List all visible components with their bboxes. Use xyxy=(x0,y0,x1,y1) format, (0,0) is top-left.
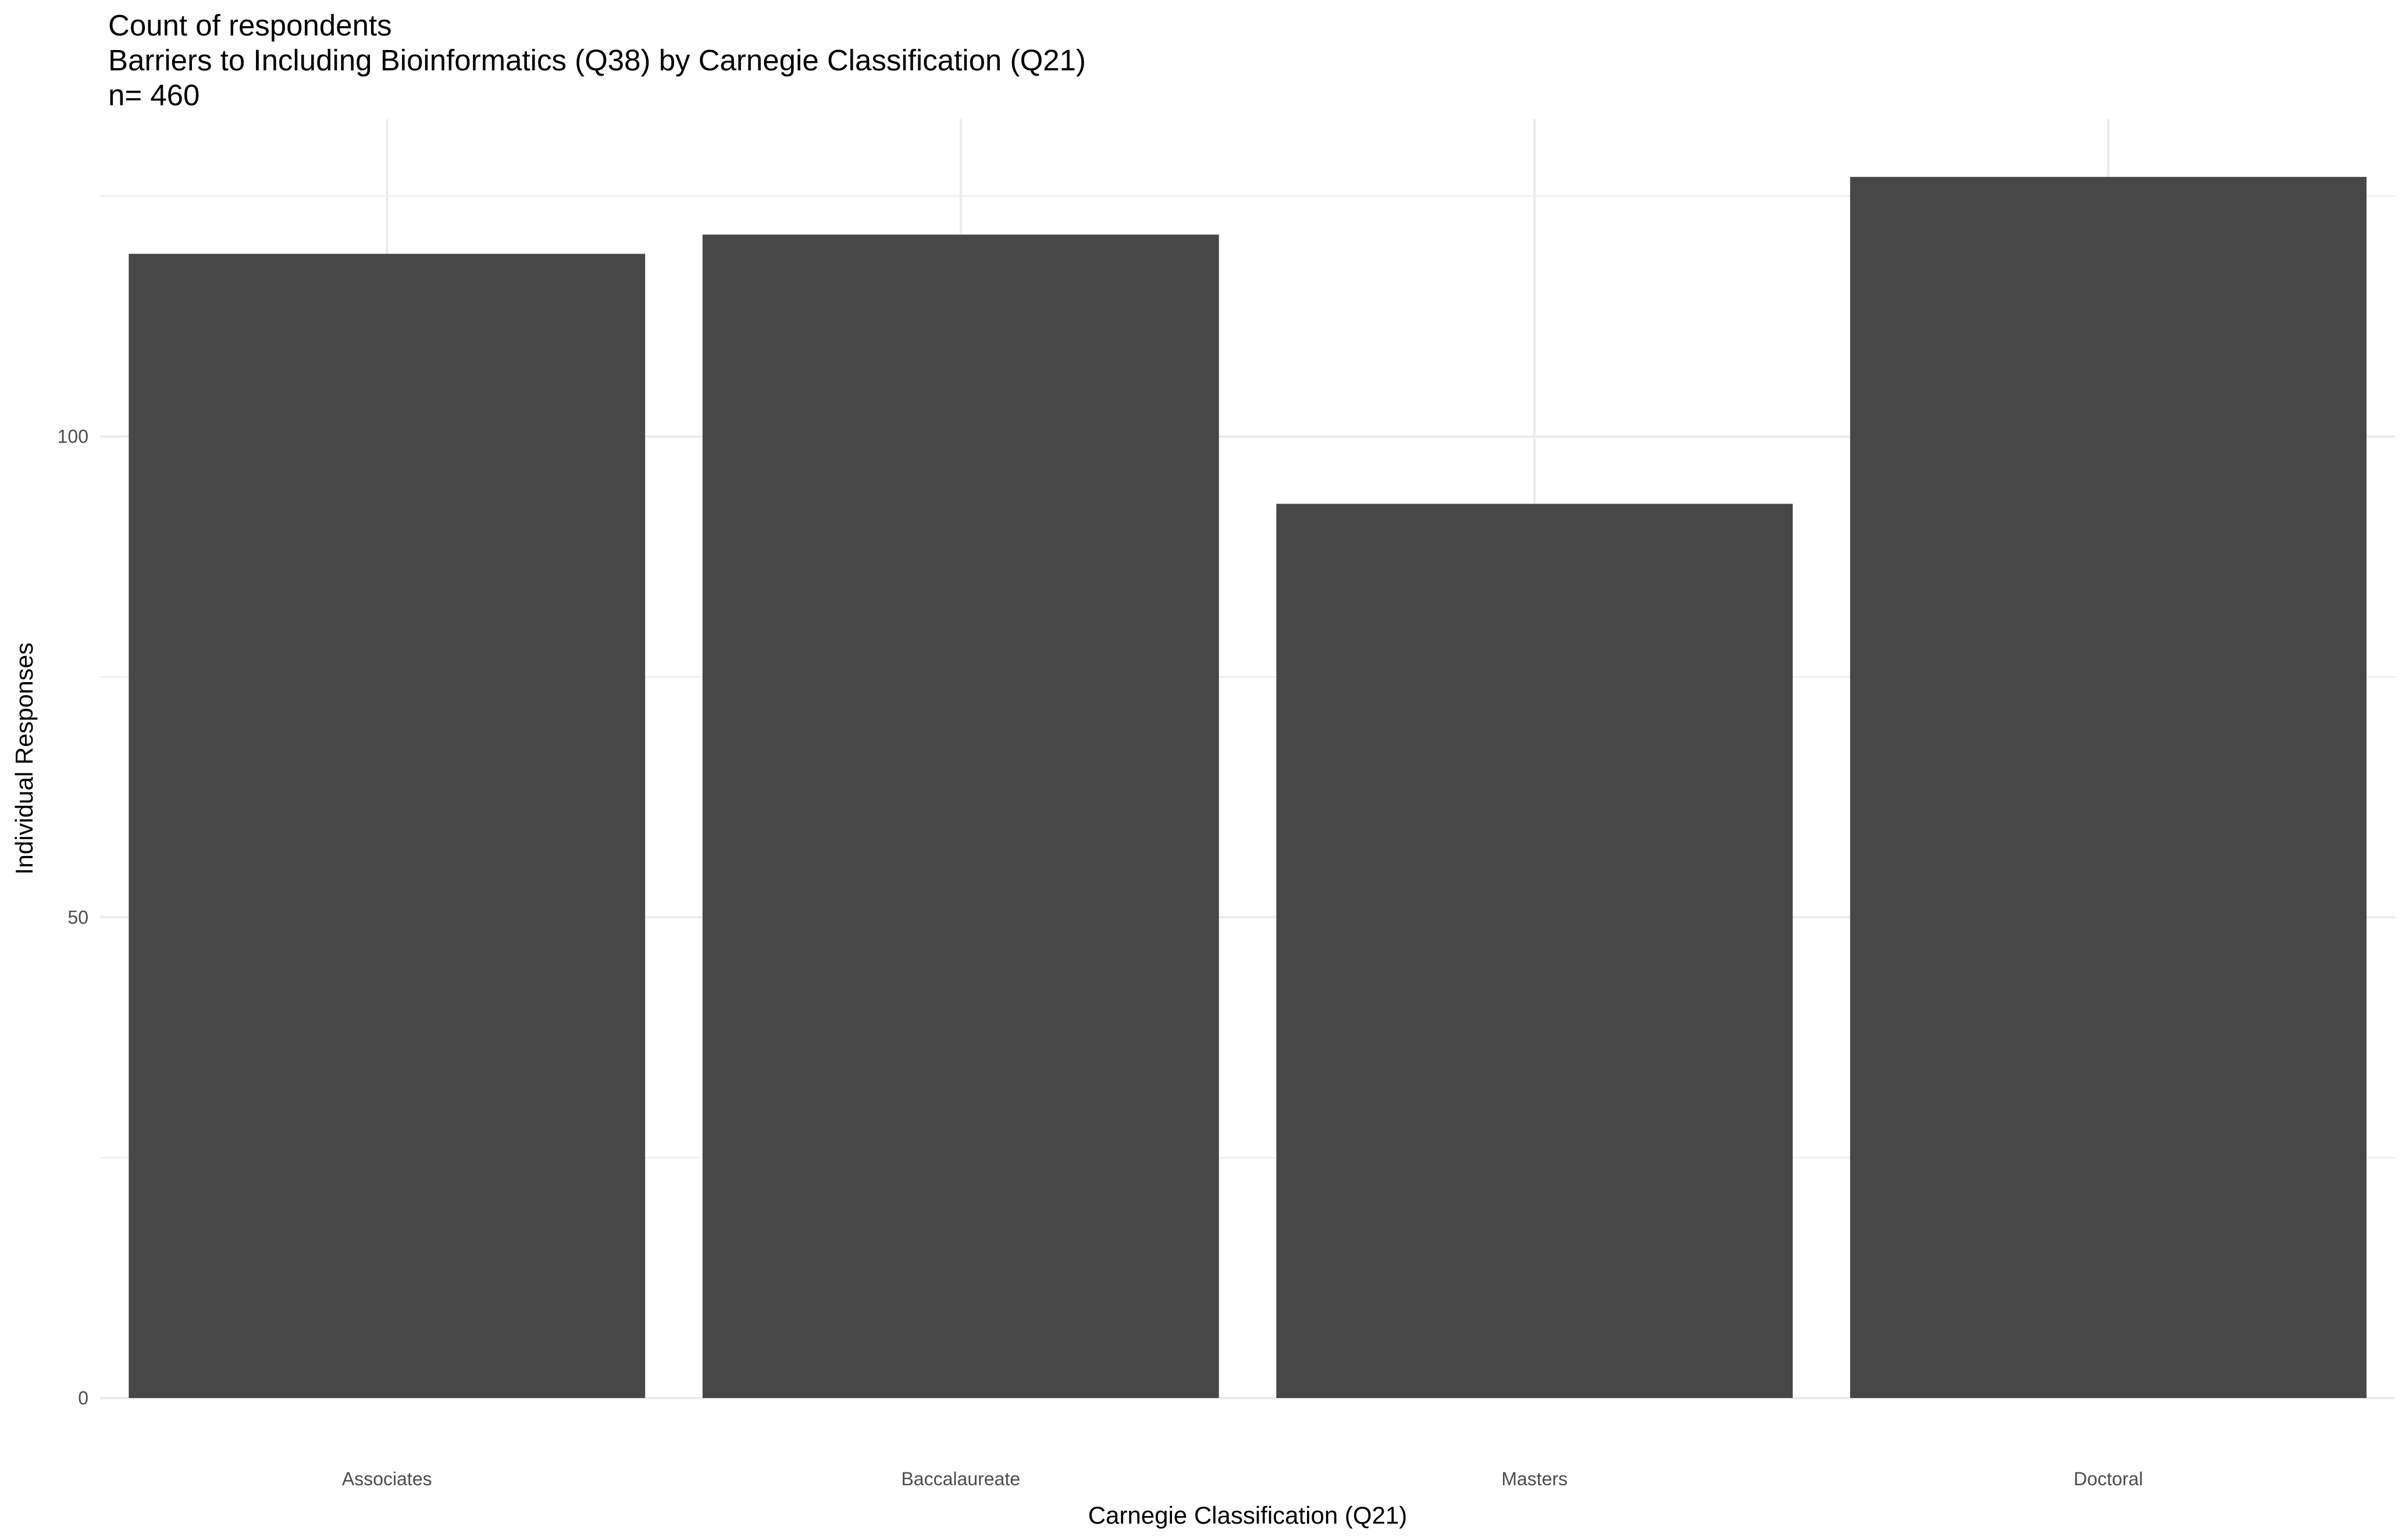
bar-associates xyxy=(129,254,646,1399)
y-tick-label: 100 xyxy=(58,426,88,447)
bar-masters xyxy=(1276,504,1793,1398)
chart-title: Count of respondents xyxy=(108,9,392,42)
bar-baccalaureate xyxy=(702,234,1219,1398)
x-tick-label: Masters xyxy=(1501,1468,1568,1489)
bar-doctoral xyxy=(1850,177,2367,1398)
x-tick-label: Baccalaureate xyxy=(901,1468,1020,1489)
x-axis-title: Carnegie Classification (Q21) xyxy=(1088,1502,1408,1529)
chart-subtitle: Barriers to Including Bioinformatics (Q3… xyxy=(108,44,1086,77)
y-tick-label: 50 xyxy=(67,907,88,928)
bars xyxy=(129,177,2367,1399)
y-axis-title: Individual Responses xyxy=(10,643,38,875)
chart-title-block: Count of respondents Barriers to Includi… xyxy=(108,8,1086,113)
y-tick-label: 0 xyxy=(78,1388,88,1408)
y-axis-ticks: 0 50 100 xyxy=(58,426,88,1408)
x-axis-ticks: Associates Baccalaureate Masters Doctoral xyxy=(342,1468,2143,1489)
chart-caption-n: n= 460 xyxy=(108,79,200,112)
x-tick-label: Associates xyxy=(342,1468,432,1489)
x-tick-label: Doctoral xyxy=(2074,1468,2143,1489)
